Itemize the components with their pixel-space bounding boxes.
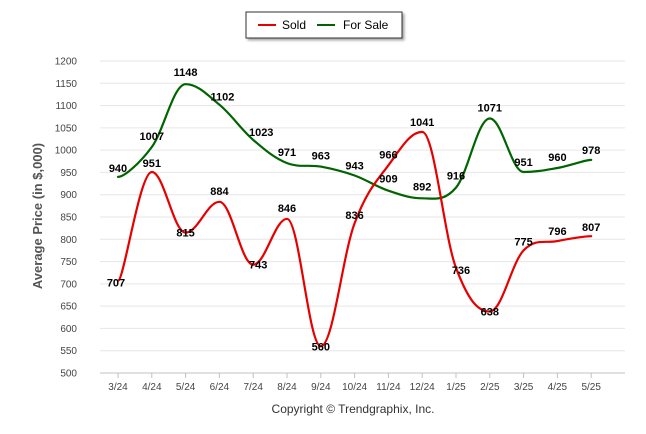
data-label-sold: 796 — [548, 226, 566, 238]
data-label-for-sale: 916 — [447, 171, 465, 183]
data-label-sold: 966 — [379, 149, 397, 161]
x-tick-label: 11/24 — [376, 382, 401, 393]
series-line-for-sale — [116, 83, 593, 200]
legend-label-for-sale: For Sale — [343, 18, 389, 32]
x-tick-label: 5/24 — [176, 382, 196, 393]
data-label-sold: 846 — [278, 203, 296, 215]
data-label-for-sale: 1102 — [210, 92, 234, 104]
data-label-for-sale: 960 — [548, 152, 566, 164]
data-label-sold: 884 — [210, 186, 229, 198]
y-tick-label: 1150 — [55, 79, 77, 90]
data-label-sold: 638 — [481, 306, 499, 318]
axes: 500 550 600 650 700 750 800 850 900 950 1000 1050 11… — [55, 57, 625, 393]
data-label-for-sale: 1007 — [140, 131, 164, 143]
copyright-footer: Copyright © Trendgraphix, Inc. — [272, 402, 435, 416]
data-label-for-sale: 951 — [514, 157, 532, 169]
data-label-sold: 707 — [107, 278, 125, 290]
y-tick-label: 750 — [60, 257, 77, 268]
x-tick-label: 9/24 — [311, 382, 331, 393]
data-label-sold: 560 — [312, 341, 330, 353]
y-tick-label: 850 — [60, 213, 77, 224]
data-label-sold: 1041 — [410, 117, 434, 129]
y-tick-label: 950 — [60, 168, 77, 179]
y-tick-label: 500 — [60, 369, 77, 380]
y-tick-label: 1000 — [55, 146, 78, 157]
grid — [100, 60, 625, 374]
x-tick-label: 12/24 — [410, 382, 435, 393]
data-label-sold: 951 — [143, 158, 161, 170]
data-label-for-sale: 892 — [413, 181, 431, 193]
legend-label-sold: Sold — [282, 18, 306, 32]
data-label-for-sale: 1023 — [249, 127, 273, 139]
data-label-sold: 836 — [345, 210, 363, 222]
y-tick-label: 650 — [60, 302, 77, 313]
y-tick-label: 600 — [60, 324, 77, 335]
y-tick-label: 800 — [60, 235, 77, 246]
x-tick-label: 4/24 — [142, 382, 162, 393]
x-tick-label: 3/25 — [514, 382, 534, 393]
y-tick-label: 1100 — [55, 101, 77, 112]
data-labels: 707 951 815 884 743 846 560 836 966 1041 736 638 775… — [107, 67, 601, 353]
data-label-for-sale: 1071 — [478, 102, 502, 114]
y-tick-label: 700 — [60, 279, 77, 290]
data-label-sold: 736 — [452, 265, 470, 277]
data-label-for-sale: 909 — [379, 174, 397, 186]
data-label-sold: 743 — [249, 260, 267, 272]
x-tick-label: 5/25 — [581, 382, 601, 393]
data-label-for-sale: 971 — [278, 147, 296, 159]
x-tick-label: 10/24 — [342, 382, 367, 393]
x-tick-label: 1/25 — [446, 382, 466, 393]
x-tick-label: 3/24 — [108, 382, 128, 393]
y-tick-label: 1200 — [55, 57, 78, 68]
data-label-sold: 807 — [582, 222, 600, 234]
series-lines — [116, 83, 593, 348]
data-label-for-sale: 978 — [582, 145, 600, 157]
y-tick-label: 900 — [60, 190, 77, 201]
x-tick-label: 6/24 — [210, 382, 230, 393]
x-tick-label: 2/25 — [480, 382, 500, 393]
y-axis-title: Average Price (in $,000) — [30, 143, 45, 289]
x-tick-label: 4/25 — [548, 382, 568, 393]
data-label-for-sale: 940 — [109, 163, 127, 175]
data-label-sold: 775 — [514, 236, 532, 248]
legend: Sold For Sale — [245, 11, 403, 39]
series-line-sold — [116, 130, 593, 348]
data-label-for-sale: 1148 — [174, 67, 198, 79]
y-tick-label: 1050 — [55, 123, 78, 134]
x-tick-label: 8/24 — [277, 382, 297, 393]
data-label-for-sale: 963 — [312, 151, 330, 163]
x-tick-label: 7/24 — [243, 382, 263, 393]
data-label-sold: 815 — [176, 228, 194, 240]
data-label-for-sale: 943 — [345, 161, 363, 173]
y-tick-label: 550 — [60, 346, 77, 357]
